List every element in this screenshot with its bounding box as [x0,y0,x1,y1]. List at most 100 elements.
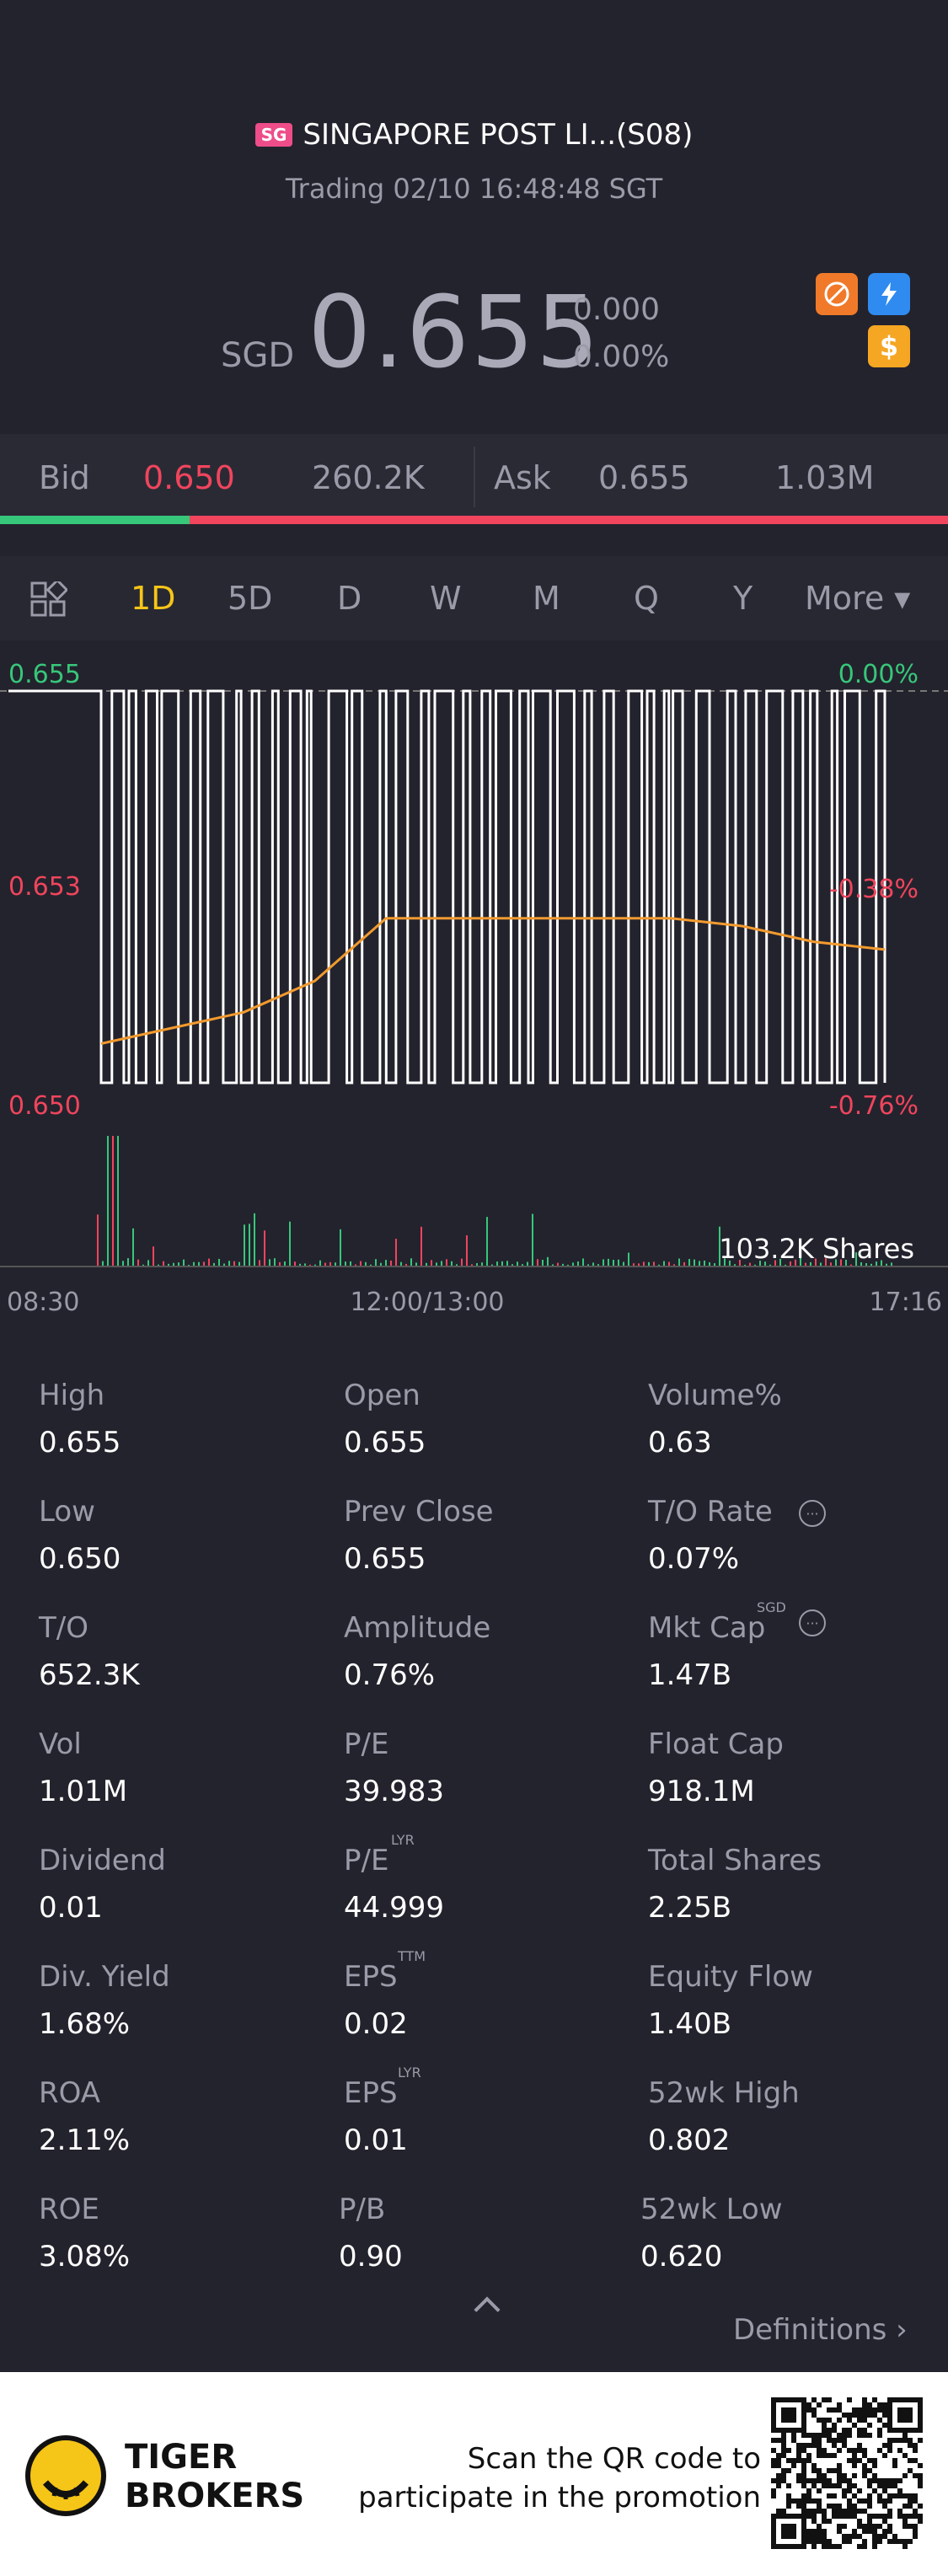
change-pct: 0.00% [573,340,670,374]
qr-module [771,2534,776,2539]
qr-module [806,2498,811,2504]
qr-module [801,2529,806,2534]
totalshares-label: Total Shares [648,1844,822,1877]
volume-bar [865,1262,867,1267]
qr-module [877,2407,882,2413]
qr-module [837,2509,842,2514]
volume-bar [648,1261,650,1267]
qr-module [918,2463,923,2468]
volume-bar [451,1261,453,1267]
qr-module [887,2438,892,2443]
qr-module [806,2458,811,2463]
qr-module [862,2413,867,2418]
qr-module [801,2402,806,2407]
qr-module [791,2433,796,2438]
volume-bar [562,1263,564,1267]
qr-module [832,2483,837,2488]
qr-module [822,2453,827,2458]
qr-module [908,2397,913,2402]
stock-title[interactable]: SINGAPORE POST LI...(S08) [303,118,694,152]
dollar-icon[interactable]: $ [868,325,910,367]
qr-module [811,2433,817,2438]
definitions-link[interactable]: Definitions › [733,2313,908,2347]
volume-bar [532,1213,533,1267]
tab-daily[interactable]: D [337,580,362,617]
qr-code-icon[interactable] [771,2397,923,2549]
qr-module [811,2514,817,2519]
qr-module [827,2539,832,2544]
qr-module [786,2524,791,2529]
qr-module [852,2534,857,2539]
volume-bar [314,1264,316,1267]
tab-yearly[interactable]: Y [733,580,753,617]
layout-grid-icon[interactable] [30,581,67,619]
no-short-icon[interactable] [816,273,858,315]
qr-module [913,2428,918,2433]
qr-module [771,2488,776,2493]
prevclose-value: 0.655 [344,1542,426,1576]
tab-quarterly[interactable]: Q [634,580,659,617]
qr-module [872,2529,877,2534]
qr-module [786,2448,791,2453]
intraday-chart[interactable]: 0.655 0.653 0.650 0.00% -0.38% -0.76% 10… [0,645,948,1319]
qr-module [776,2453,781,2458]
volume-bar [350,1261,351,1267]
qr-module [897,2428,902,2433]
volume-bar [496,1261,498,1267]
qr-module [827,2453,832,2458]
volume-bar [810,1261,811,1267]
qr-module [832,2493,837,2498]
volume-bar [132,1228,134,1267]
tab-1d[interactable]: 1D [131,580,176,617]
qr-module [827,2504,832,2509]
tab-monthly[interactable]: M [533,580,560,617]
divyield-label: Div. Yield [39,1960,170,1994]
qr-module [811,2463,817,2468]
tab-weekly[interactable]: W [430,580,462,617]
qr-module [857,2534,862,2539]
qr-module [882,2443,887,2448]
volume-bar [860,1261,862,1267]
qr-module [811,2544,817,2549]
qr-module [791,2463,796,2468]
volume-bar [668,1261,670,1267]
equityflow-label: Equity Flow [648,1960,813,1994]
mktcap-info-icon[interactable]: ··· [799,1609,826,1636]
qr-module [837,2407,842,2413]
tab-5d[interactable]: 5D [228,580,273,617]
qr-module [882,2514,887,2519]
volume-bar [618,1259,619,1267]
qr-module [837,2478,842,2483]
qr-module [852,2423,857,2428]
low-value: 0.650 [39,1542,121,1576]
volume-bar [623,1261,624,1267]
qr-module [887,2423,892,2428]
volume-bar [587,1264,589,1267]
torate-info-icon[interactable]: ··· [799,1500,826,1527]
collapse-chevron-icon[interactable] [474,2296,501,2323]
qr-module [877,2534,882,2539]
volume-bar [709,1261,710,1267]
qr-module [908,2468,913,2473]
volume-bar [486,1217,488,1267]
pb-value: 0.90 [339,2240,403,2273]
pe-lyr-sup: LYR [391,1832,415,1848]
eps-lyr-label: EPS [344,2076,398,2110]
qr-module [796,2397,801,2402]
qr-module [852,2529,857,2534]
roe-label: ROE [39,2193,99,2226]
volume-bar [724,1258,726,1267]
qr-module [897,2413,902,2418]
lightning-icon[interactable] [868,273,910,315]
qr-module [817,2478,822,2483]
qr-module [877,2418,882,2423]
qr-module [811,2443,817,2448]
high-label: High [39,1379,105,1412]
volume-bar [572,1262,574,1267]
tab-more[interactable]: More ▾ [805,580,911,617]
qr-module [806,2443,811,2448]
qr-module [857,2448,862,2453]
qr-module [771,2428,776,2433]
qr-module [918,2514,923,2519]
volume-bar [658,1264,660,1267]
